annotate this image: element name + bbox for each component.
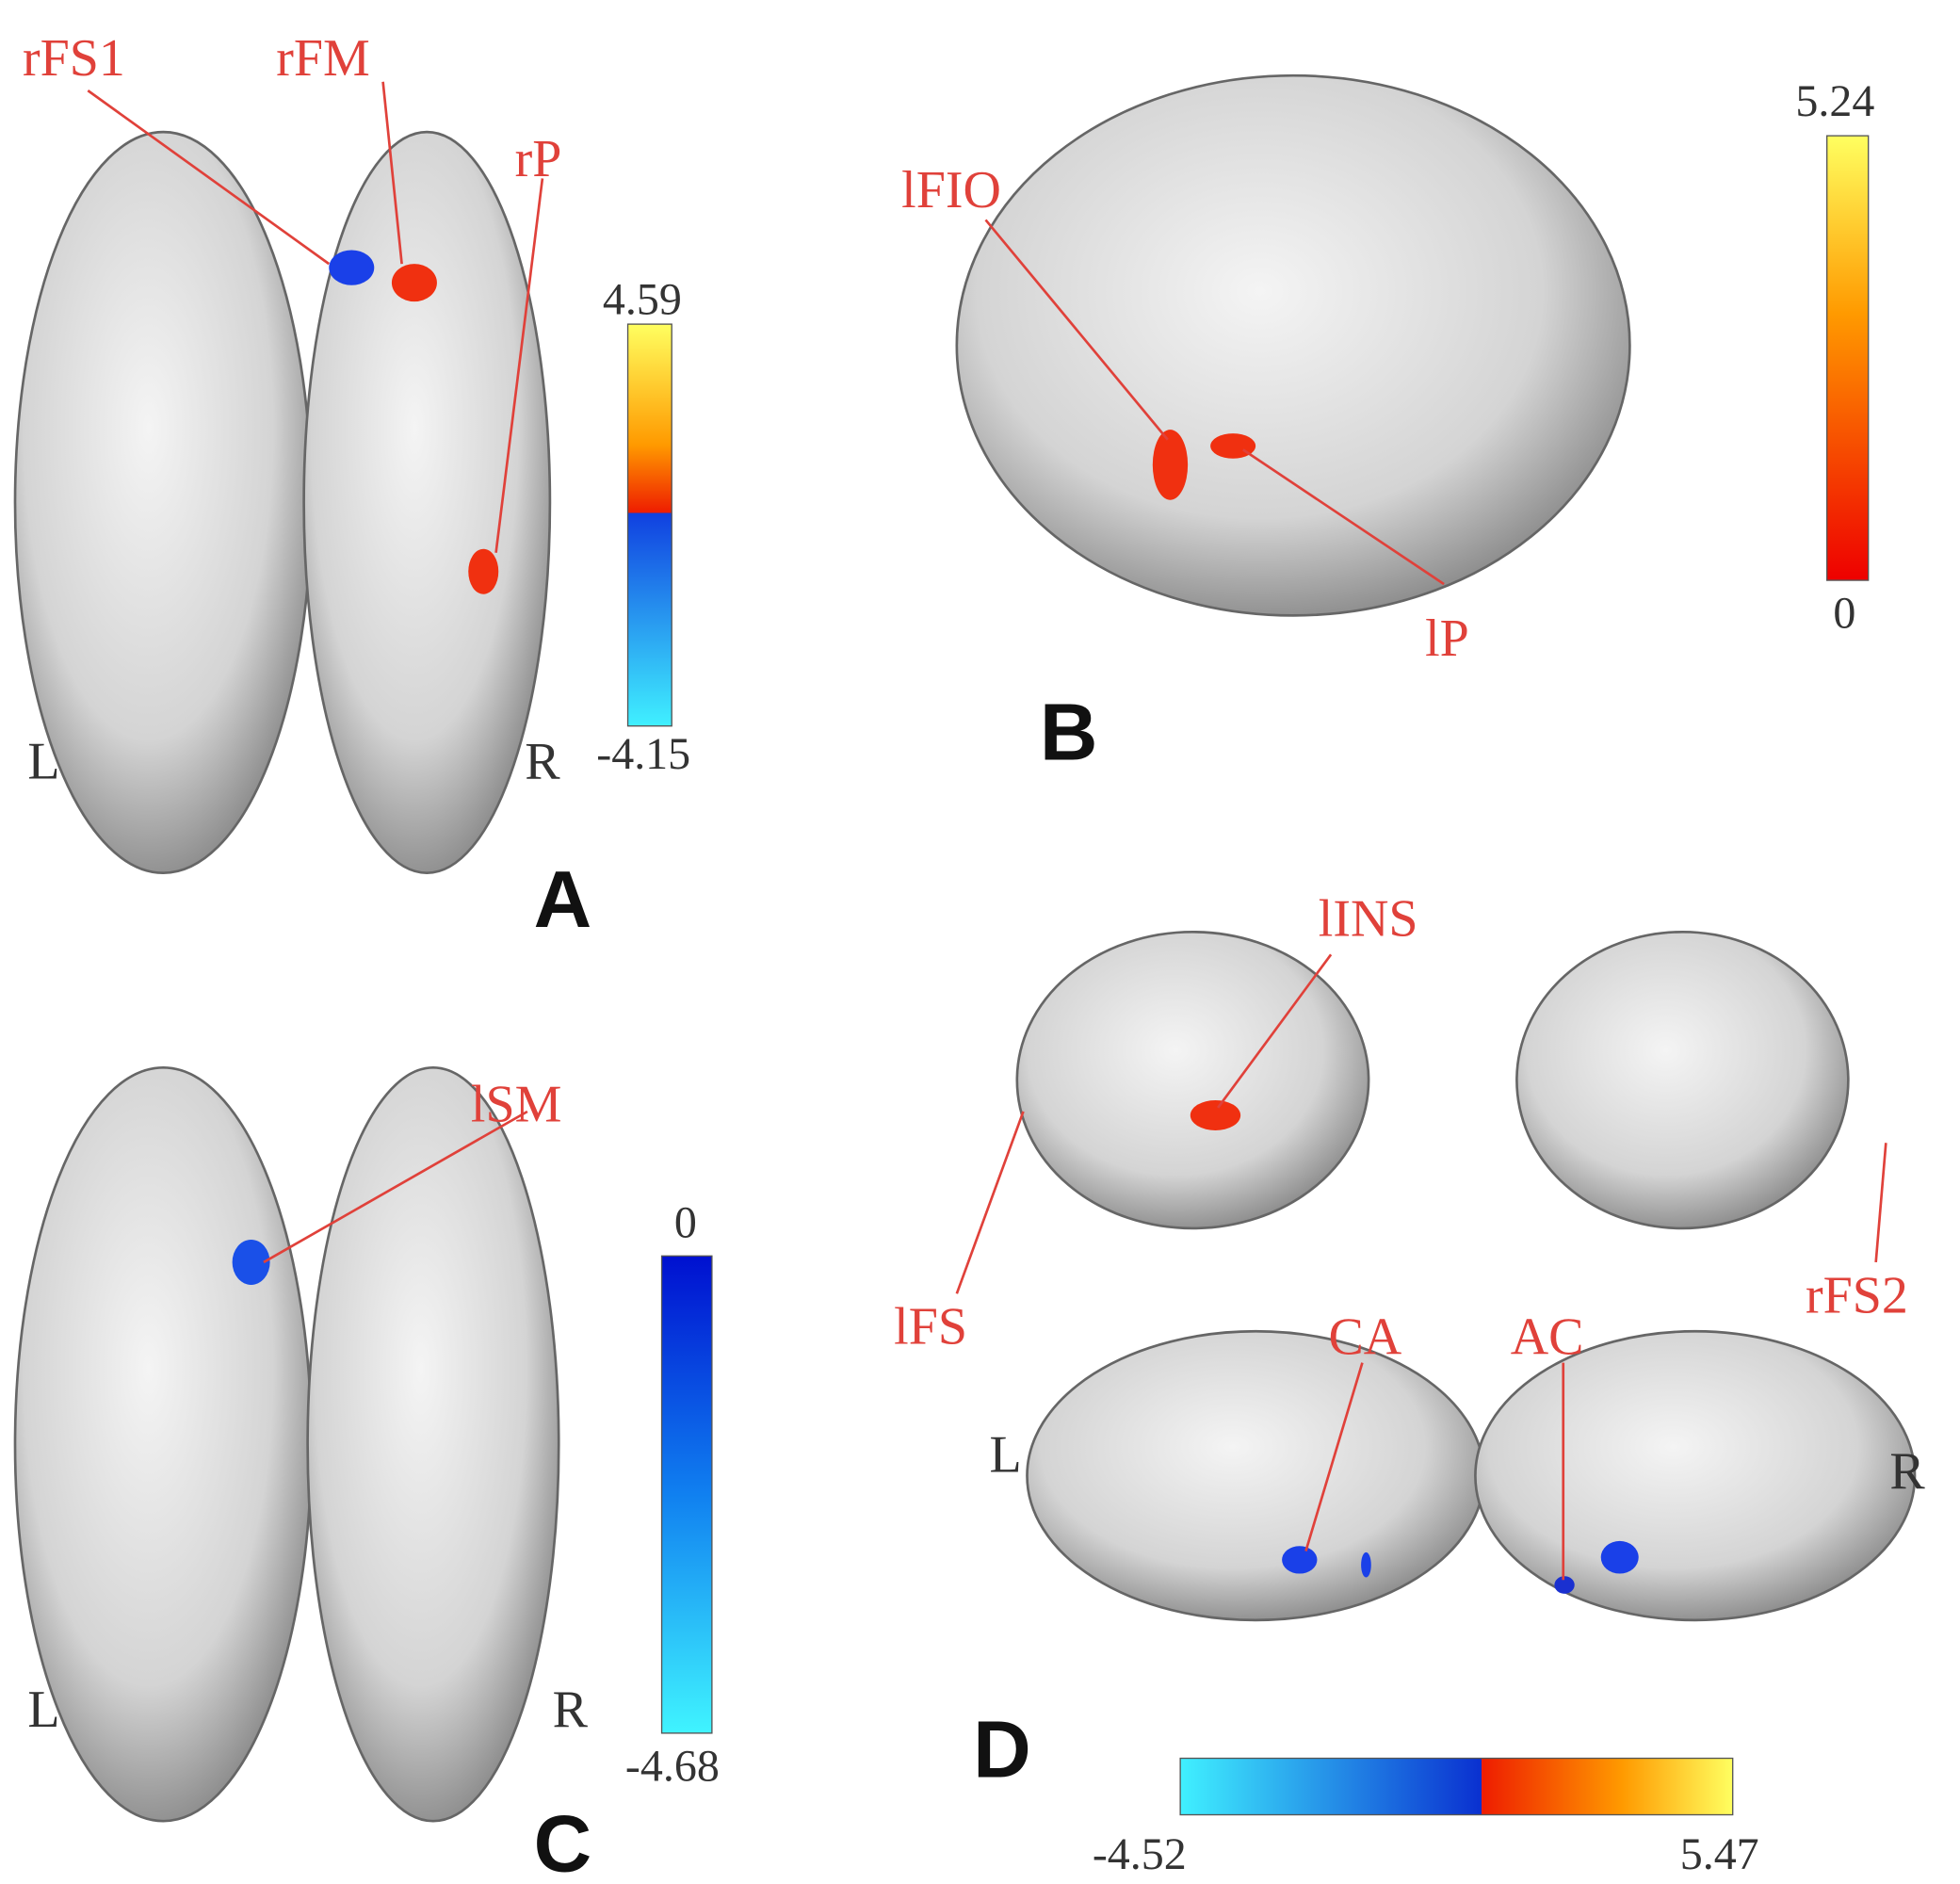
activation-blob <box>232 1239 270 1285</box>
activation-blob <box>1361 1551 1371 1578</box>
panel-letter: D <box>973 1706 1031 1795</box>
colorbar-max: 5.24 <box>1795 76 1874 126</box>
panel-a: rFS1 rFM rP L R 4.59 -4.15 A <box>13 29 690 945</box>
leader-line <box>1242 448 1445 586</box>
brain-lateral-left <box>1015 931 1370 1230</box>
leader-line <box>1217 953 1333 1109</box>
leader-line <box>263 1110 528 1264</box>
activation-blob <box>468 548 499 594</box>
leader-line <box>87 89 331 266</box>
leader-line <box>955 1111 1025 1294</box>
leader-line <box>494 178 544 553</box>
panel-letter: C <box>534 1800 592 1884</box>
hemisphere-label: R <box>553 1681 589 1739</box>
region-label: lP <box>1425 609 1469 668</box>
colorbar-min: 0 <box>1833 589 1855 639</box>
activation-blob <box>329 250 375 285</box>
colorbar-max: 0 <box>674 1197 697 1247</box>
brain-lateral <box>955 73 1631 617</box>
leader-line <box>984 219 1169 441</box>
region-label: lFIO <box>901 161 1001 219</box>
activation-blob <box>1282 1546 1318 1574</box>
panel-c: lSM L R 0 -4.68 C <box>13 1065 720 1884</box>
region-label: rFS1 <box>23 29 125 88</box>
region-label: rP <box>515 130 562 188</box>
brain-lateral-right <box>1515 931 1850 1230</box>
colorbar-min: -4.15 <box>596 729 690 779</box>
panel-b: lFIO lP 5.24 0 B <box>901 73 1874 778</box>
colorbar <box>1179 1757 1734 1816</box>
activation-blob <box>1600 1540 1639 1574</box>
colorbar <box>626 323 672 727</box>
hemisphere-label: L <box>27 1681 59 1739</box>
region-label: lFS <box>894 1298 967 1356</box>
region-label: lINS <box>1319 889 1418 948</box>
brain-right-hemisphere <box>302 130 552 875</box>
region-label: CA <box>1328 1307 1401 1366</box>
hemisphere-label: L <box>27 733 59 791</box>
brain-medial-left <box>1026 1329 1486 1622</box>
activation-blob <box>1190 1099 1241 1130</box>
leader-line <box>381 81 403 265</box>
region-label: rFS2 <box>1806 1266 1908 1324</box>
region-label: AC <box>1511 1307 1584 1366</box>
brain-right-hemisphere <box>306 1065 560 1823</box>
colorbar <box>1826 135 1870 581</box>
panel-letter: B <box>1040 689 1098 778</box>
hemisphere-label: R <box>525 733 560 791</box>
activation-blob <box>1210 433 1256 459</box>
region-label: rFM <box>276 29 370 88</box>
activation-blob <box>1554 1576 1575 1594</box>
leader-line <box>1874 1143 1887 1263</box>
brain-medial-right <box>1474 1329 1917 1622</box>
panel-d: lINS lFS rFS2 CA AC L R -4.52 5.47 D <box>894 889 1925 1879</box>
colorbar-max: 5.47 <box>1680 1829 1759 1879</box>
leader-line <box>1304 1362 1364 1551</box>
panel-letter: A <box>534 855 592 945</box>
colorbar <box>660 1255 713 1734</box>
activation-blob <box>391 264 437 302</box>
region-label: lSM <box>471 1076 561 1134</box>
activation-blob <box>1152 430 1189 500</box>
colorbar-max: 4.59 <box>603 274 682 324</box>
hemisphere-label: R <box>1889 1442 1925 1501</box>
colorbar-min: -4.52 <box>1093 1829 1187 1879</box>
hemisphere-label: L <box>989 1426 1021 1485</box>
colorbar-min: -4.68 <box>625 1742 720 1792</box>
